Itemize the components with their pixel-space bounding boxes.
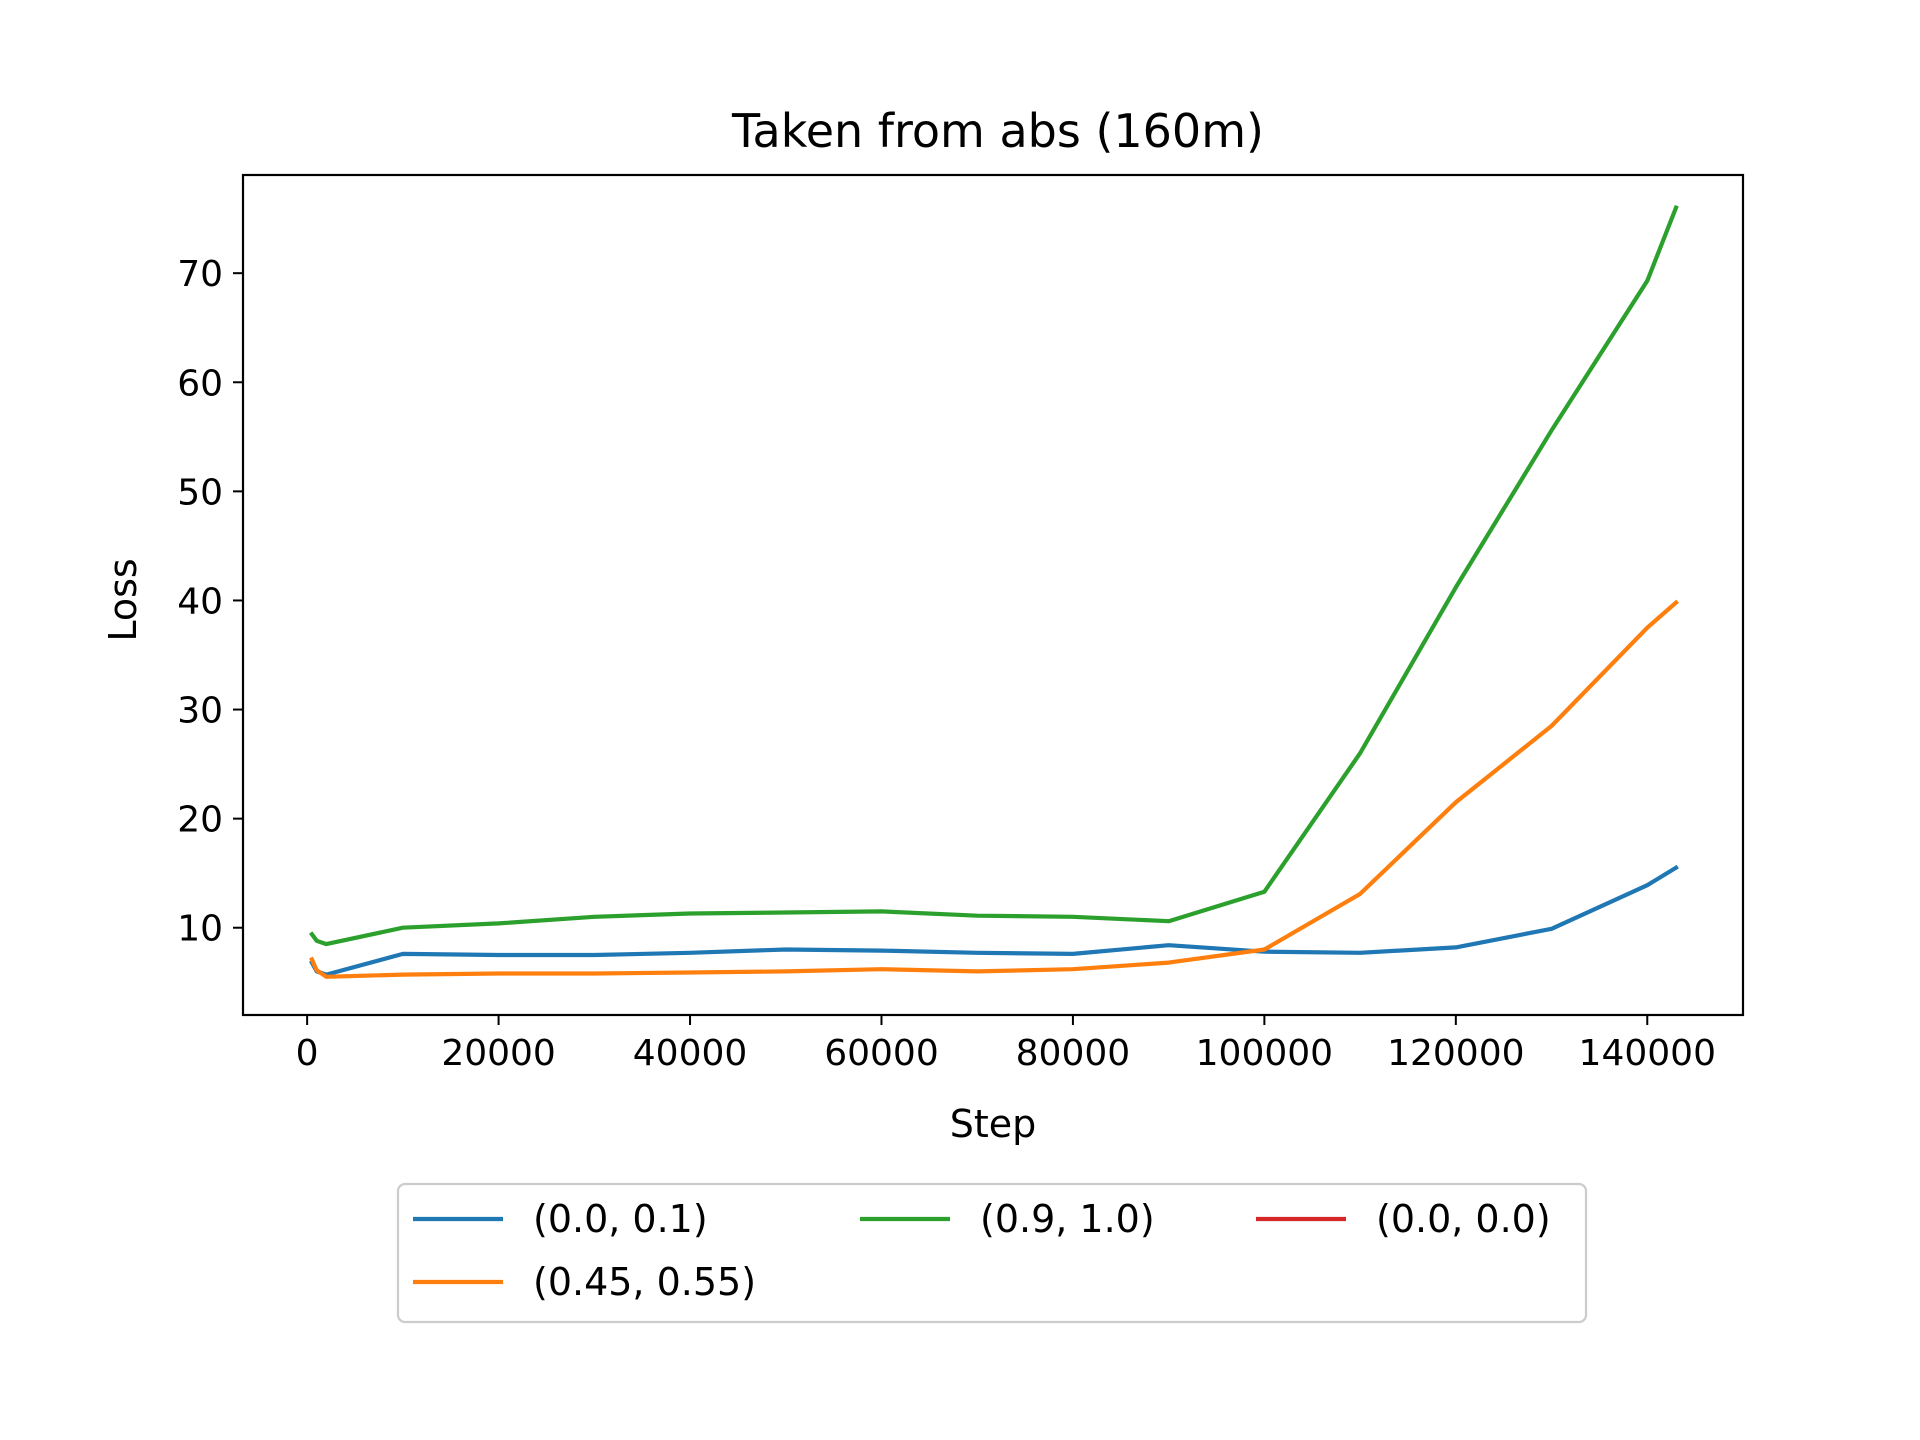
series-line-0 xyxy=(309,864,1679,977)
legend: (0.0, 0.1) (0.45, 0.55) (0.9, 1.0) (0.0, 0.… xyxy=(396,1182,1588,1324)
x-tick-label-4: 80000 xyxy=(1016,1033,1131,1074)
x-axis-ticks: 0 20000 40000 60000 80000 100000 120000 140000 xyxy=(296,1015,1716,1074)
y-tick-label-3: 40 xyxy=(177,581,223,622)
y-axis-label: Loss xyxy=(101,558,145,641)
y-tick-label-2: 30 xyxy=(177,691,223,732)
y-tick-label-5: 60 xyxy=(177,363,223,404)
legend-label-1: (0.45, 0.55) xyxy=(533,1260,756,1304)
plot-series xyxy=(308,204,1679,979)
x-tick-label-1: 20000 xyxy=(441,1033,556,1074)
plot-frame xyxy=(241,173,1745,1017)
x-tick-label-7: 140000 xyxy=(1579,1033,1716,1074)
series-line-2 xyxy=(308,204,1679,947)
series-line-1 xyxy=(309,599,1679,979)
x-tick-label-0: 0 xyxy=(296,1033,319,1074)
y-tick-label-6: 70 xyxy=(177,254,223,295)
legend-label-2: (0.9, 1.0) xyxy=(980,1197,1155,1241)
legend-label-0: (0.0, 0.1) xyxy=(533,1197,708,1241)
x-tick-label-2: 40000 xyxy=(633,1033,748,1074)
y-tick-label-0: 10 xyxy=(177,909,223,950)
y-tick-label-4: 50 xyxy=(177,472,223,513)
y-tick-label-1: 20 xyxy=(177,800,223,841)
x-tick-label-3: 60000 xyxy=(824,1033,939,1074)
legend-label-3: (0.0, 0.0) xyxy=(1376,1197,1551,1241)
chart-title: Taken from abs (160m) xyxy=(731,104,1264,158)
x-tick-label-6: 120000 xyxy=(1387,1033,1524,1074)
x-axis-label: Step xyxy=(950,1102,1037,1146)
y-axis-ticks: 10 20 30 40 50 60 70 xyxy=(177,254,243,950)
x-tick-label-5: 100000 xyxy=(1196,1033,1333,1074)
